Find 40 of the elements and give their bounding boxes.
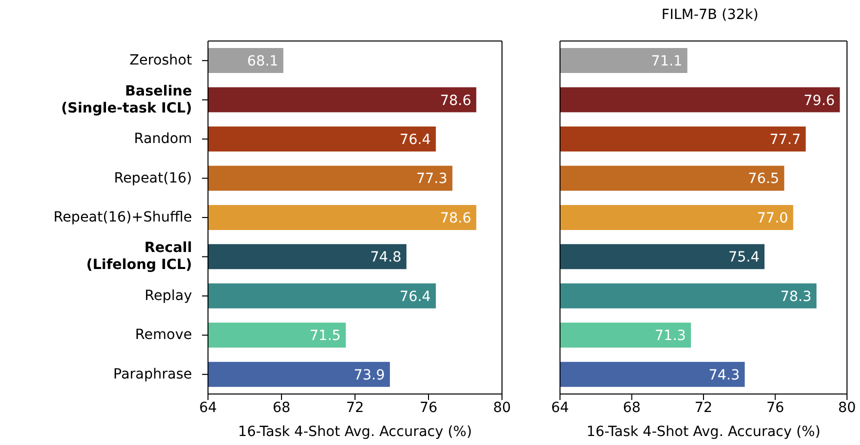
y-tick-label: Replay (144, 288, 192, 304)
chart-title: FILM-7B (32k) (660, 6, 760, 25)
data-label: 76.4 (400, 288, 431, 305)
data-label: 71.1 (651, 54, 682, 70)
data-label: 68.1 (247, 54, 278, 70)
x-axis-title: 16-Task 4-Shot Avg. Accuracy (%) (238, 424, 472, 440)
data-label: 77.3 (416, 171, 448, 188)
y-tick-label: Zeroshot (130, 52, 192, 69)
x-tick-label: 64 (551, 400, 569, 416)
data-label: 78.3 (780, 288, 812, 305)
x-tick-label: 72 (346, 400, 364, 416)
x-tick-label: 68 (622, 400, 641, 416)
data-label: 74.3 (708, 367, 740, 384)
data-label: 79.6 (804, 92, 835, 109)
data-label: 76.4 (400, 132, 431, 148)
y-tick-label: Repeat(16)+Shuffle (53, 210, 192, 226)
data-label: 71.3 (654, 328, 686, 344)
data-label: 78.6 (440, 92, 472, 109)
data-label: 76.5 (748, 171, 780, 188)
data-label: 71.5 (310, 328, 341, 344)
x-tick-label: 68 (272, 400, 290, 416)
y-tick-label: Recall (Lifelong ICL) (86, 240, 192, 274)
x-tick-label: 64 (199, 400, 217, 416)
y-tick-label: Paraphrase (113, 366, 192, 382)
data-label: 77.7 (770, 132, 801, 148)
y-tick-label: Repeat(16) (114, 170, 192, 186)
data-label: 73.9 (354, 367, 385, 384)
x-tick-label: 76 (766, 400, 784, 416)
x-tick-label: 72 (694, 400, 712, 416)
data-label: 78.6 (440, 210, 472, 226)
y-tick-label: Baseline (Single-task ICL) (61, 83, 192, 116)
y-tick-label: Remove (135, 327, 192, 344)
y-tick-label: Random (134, 131, 192, 148)
x-tick-label: 76 (420, 400, 438, 416)
data-label: 77.0 (757, 210, 788, 226)
x-tick-label: 80 (838, 400, 856, 416)
data-label: 74.8 (370, 250, 402, 266)
data-label: 75.4 (728, 250, 760, 266)
x-tick-label: 80 (493, 400, 511, 416)
x-axis-title: 16-Task 4-Shot Avg. Accuracy (%) (586, 424, 820, 440)
